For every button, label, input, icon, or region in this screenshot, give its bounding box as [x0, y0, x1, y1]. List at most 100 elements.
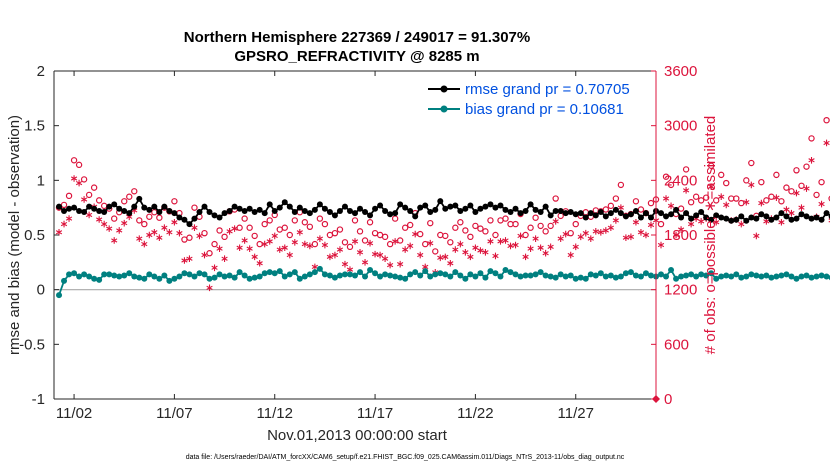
- rmse-point: [56, 203, 63, 210]
- rmse-point: [286, 203, 293, 210]
- obs-assimilated-point: [803, 185, 810, 192]
- x-tick-label: 11/22: [457, 405, 493, 422]
- bias-point: [592, 272, 599, 279]
- obs-assimilated-point: [522, 253, 529, 261]
- x-tick-label: 11/27: [558, 405, 594, 422]
- obs-assimilated-point: [161, 224, 168, 232]
- obs-possible-point: [542, 228, 549, 235]
- obs-assimilated-point: [321, 241, 329, 249]
- legend-rmse-marker: [440, 85, 448, 93]
- rmse-point: [768, 216, 775, 223]
- rmse-point: [683, 210, 690, 217]
- bias-point: [236, 269, 243, 276]
- rmse-point: [758, 211, 765, 218]
- obs-assimilated-point: [226, 228, 233, 235]
- obs-assimilated-point: [778, 218, 785, 226]
- rmse-point: [251, 209, 258, 216]
- obs-assimilated-point: [788, 209, 795, 217]
- y-right-tick-label: 2400: [664, 172, 697, 189]
- bias-point: [627, 269, 634, 276]
- rmse-point: [467, 202, 474, 209]
- rmse-point: [311, 206, 318, 213]
- obs-assimilated-point: [507, 242, 514, 250]
- rmse-point: [703, 214, 710, 221]
- obs-possible-point: [813, 191, 820, 199]
- obs-possible-point: [572, 220, 579, 228]
- obs-possible-point: [70, 157, 78, 164]
- obs-possible-point: [647, 199, 655, 207]
- rmse-point: [291, 209, 298, 216]
- obs-assimilated-point: [397, 260, 404, 268]
- bias-point: [602, 273, 609, 280]
- chart-title-line1: Northern Hemisphere 227369 / 249017 = 91…: [184, 29, 530, 46]
- bias-point: [151, 273, 158, 280]
- bias-point: [377, 273, 384, 280]
- obs-possible-point: [331, 229, 339, 237]
- bias-point: [437, 270, 444, 277]
- obs-possible-point: [361, 237, 369, 244]
- obs-assimilated-point: [246, 245, 253, 252]
- obs-assimilated-point: [472, 244, 479, 252]
- rmse-point: [86, 203, 93, 210]
- obs-possible-point: [211, 240, 218, 248]
- bias-point: [306, 271, 313, 278]
- obs-assimilated-point: [477, 247, 484, 254]
- x-tick-label: 11/02: [56, 405, 92, 422]
- bias-point: [472, 273, 479, 280]
- rmse-point: [562, 210, 569, 217]
- obs-assimilated-point: [667, 202, 675, 210]
- obs-assimilated-point: [642, 231, 650, 239]
- rmse-point: [823, 210, 830, 217]
- bias-point: [56, 292, 63, 299]
- obs-assimilated-point: [181, 257, 188, 264]
- obs-possible-point: [417, 230, 424, 238]
- bias-point: [632, 272, 639, 279]
- obs-possible-point: [75, 161, 83, 169]
- obs-assimilated-point: [80, 196, 88, 203]
- obs-assimilated-point: [823, 139, 830, 147]
- obs-assimilated-point: [582, 229, 589, 237]
- rmse-point: [432, 206, 439, 213]
- rmse-point: [708, 216, 715, 223]
- obs-assimilated-point: [527, 245, 534, 252]
- obs-possible-point: [216, 227, 223, 234]
- rmse-point: [61, 207, 68, 214]
- obs-possible-point: [793, 167, 800, 174]
- rmse-point: [572, 211, 579, 218]
- bias-point: [768, 274, 775, 281]
- bias-point: [572, 275, 579, 282]
- bias-point: [402, 275, 409, 282]
- obs-assimilated-point: [101, 220, 108, 228]
- obs-assimilated-point: [487, 238, 494, 245]
- obs-assimilated-point: [111, 237, 118, 244]
- obs-possible-point: [191, 204, 198, 211]
- rmse-point: [798, 211, 805, 218]
- bias-point: [241, 272, 248, 279]
- obs-possible-point: [462, 227, 469, 234]
- x-tick-label: 11/07: [156, 405, 192, 422]
- obs-assimilated-point: [462, 249, 469, 256]
- rmse-point: [161, 203, 168, 210]
- obs-assimilated-point: [356, 249, 364, 256]
- obs-assimilated-point: [607, 224, 614, 232]
- bias-point: [81, 271, 88, 278]
- rmse-point: [156, 209, 163, 216]
- obs-assimilated-point: [186, 255, 193, 262]
- rmse-point: [738, 213, 745, 220]
- obs-possible-point: [171, 198, 178, 205]
- bias-point: [607, 272, 614, 279]
- obs-possible-point: [602, 206, 610, 213]
- bias-point: [562, 273, 569, 280]
- obs-possible-point: [743, 177, 750, 184]
- y-left-tick-label: -0.5: [19, 336, 45, 353]
- bias-point: [432, 271, 439, 278]
- x-axis-ticks: 11/02 11/07 11/12 11/17 11/22 11/27: [56, 71, 594, 422]
- obs-possible-point: [90, 184, 98, 191]
- y-left-tick-label: 1.5: [24, 118, 45, 135]
- rmse-point: [788, 216, 795, 223]
- obs-possible-point: [527, 224, 534, 231]
- bias-point: [778, 272, 785, 279]
- rmse-point: [818, 216, 825, 223]
- obs-possible-point: [768, 193, 775, 200]
- obs-possible-point: [713, 197, 720, 204]
